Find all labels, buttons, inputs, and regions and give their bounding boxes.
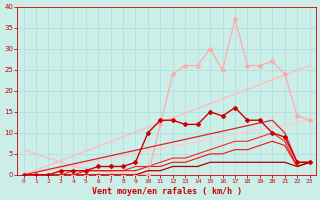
X-axis label: Vent moyen/en rafales ( km/h ): Vent moyen/en rafales ( km/h ) bbox=[92, 187, 242, 196]
